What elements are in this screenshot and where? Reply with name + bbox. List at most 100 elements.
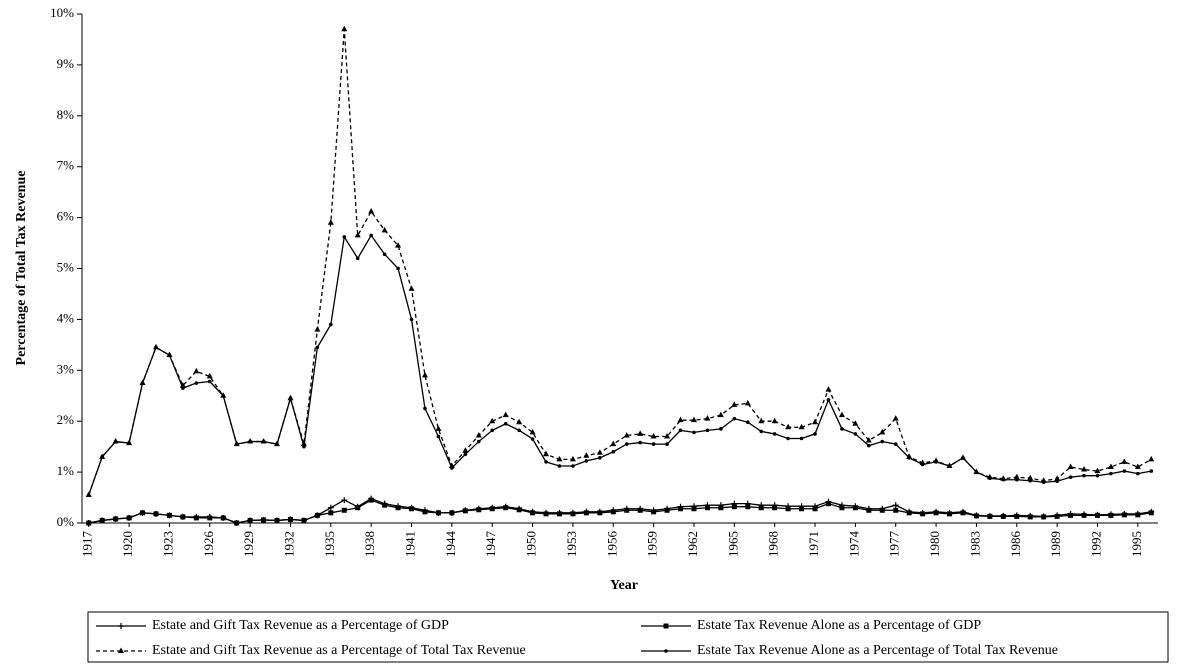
- legend-marker: [664, 649, 668, 653]
- x-tick-label: 1980: [927, 531, 942, 557]
- point-marker: [274, 517, 280, 523]
- point-marker: [422, 509, 428, 515]
- x-tick-label: 1929: [241, 531, 256, 557]
- legend-box: [87, 611, 1169, 663]
- point-marker: [879, 507, 885, 513]
- point-marker: [503, 421, 508, 426]
- x-tick-label: 1974: [846, 531, 861, 558]
- x-tick-label: 1950: [524, 531, 539, 557]
- x-tick-label: 1986: [1008, 531, 1023, 558]
- point-marker: [651, 509, 657, 515]
- point-marker: [355, 256, 360, 261]
- point-marker: [476, 439, 481, 444]
- point-marker: [341, 497, 348, 504]
- point-marker: [1122, 469, 1127, 473]
- point-marker: [1054, 475, 1061, 481]
- point-marker: [287, 516, 293, 522]
- x-tick-label: 1947: [483, 531, 498, 558]
- point-marker: [1067, 463, 1074, 470]
- point-marker: [490, 428, 495, 433]
- point-marker: [476, 507, 482, 513]
- point-marker: [1094, 512, 1100, 518]
- point-marker: [745, 504, 751, 510]
- point-marker: [624, 442, 629, 446]
- point-marker: [1055, 479, 1059, 484]
- point-marker: [1108, 512, 1114, 518]
- point-marker: [1081, 512, 1087, 518]
- point-marker: [382, 252, 387, 257]
- point-marker: [934, 460, 938, 464]
- point-marker: [785, 423, 792, 430]
- y-tick-label: 6%: [57, 209, 75, 224]
- point-marker: [638, 440, 642, 445]
- point-marker: [678, 428, 683, 433]
- point-marker: [435, 510, 441, 516]
- point-marker: [865, 437, 872, 443]
- y-tick-label: 3%: [57, 361, 75, 376]
- point-marker: [396, 266, 400, 271]
- point-marker: [611, 449, 616, 454]
- point-marker: [583, 452, 590, 458]
- point-marker: [1121, 512, 1127, 518]
- point-marker: [329, 322, 333, 327]
- y-tick-label: 4%: [57, 310, 75, 325]
- point-marker: [1027, 514, 1033, 520]
- point-marker: [140, 381, 145, 385]
- point-marker: [342, 235, 347, 239]
- point-marker: [517, 428, 521, 433]
- point-marker: [1027, 474, 1034, 481]
- x-tick-label: 1935: [322, 531, 337, 557]
- point-marker: [759, 429, 764, 434]
- point-marker: [315, 345, 320, 350]
- point-marker: [180, 514, 186, 520]
- point-marker: [86, 520, 92, 526]
- point-marker: [354, 231, 361, 238]
- point-marker: [247, 517, 253, 523]
- point-marker: [557, 464, 562, 468]
- y-tick-label: 0%: [57, 514, 75, 529]
- point-marker: [960, 510, 966, 516]
- point-marker: [867, 443, 871, 448]
- x-tick-label: 1956: [604, 531, 619, 558]
- point-marker: [475, 431, 482, 438]
- point-marker: [193, 367, 200, 374]
- legend-marker: [663, 623, 669, 629]
- point-marker: [368, 497, 374, 503]
- point-marker: [853, 432, 858, 436]
- point-marker: [731, 401, 738, 407]
- point-marker: [127, 441, 131, 445]
- point-marker: [596, 449, 603, 455]
- point-marker: [1148, 510, 1154, 516]
- point-marker: [664, 432, 671, 439]
- point-marker: [489, 417, 496, 424]
- x-tick-label: 1959: [645, 531, 660, 557]
- x-tick-label: 1983: [967, 531, 982, 557]
- point-marker: [732, 416, 737, 421]
- point-marker: [179, 382, 186, 388]
- point-marker: [1000, 513, 1006, 519]
- point-marker: [758, 417, 765, 424]
- point-marker: [1121, 458, 1128, 464]
- point-marker: [1041, 514, 1047, 520]
- point-marker: [717, 411, 724, 418]
- point-marker: [126, 515, 132, 521]
- point-marker: [569, 455, 576, 462]
- point-marker: [1028, 478, 1033, 483]
- legend-marker: [118, 647, 124, 653]
- point-marker: [288, 396, 293, 401]
- point-marker: [395, 242, 402, 248]
- point-marker: [113, 439, 118, 444]
- point-marker: [920, 462, 925, 467]
- point-marker: [99, 517, 105, 523]
- point-marker: [771, 417, 778, 424]
- point-marker: [543, 450, 550, 457]
- point-marker: [381, 226, 388, 233]
- legend-marker: [118, 623, 124, 629]
- point-marker: [893, 442, 898, 446]
- point-marker: [678, 506, 684, 512]
- y-tick-label: 5%: [57, 259, 75, 274]
- legend-label: Estate Tax Revenue Alone as a Percentage…: [697, 643, 1058, 658]
- point-marker: [772, 432, 777, 436]
- point-marker: [463, 452, 468, 457]
